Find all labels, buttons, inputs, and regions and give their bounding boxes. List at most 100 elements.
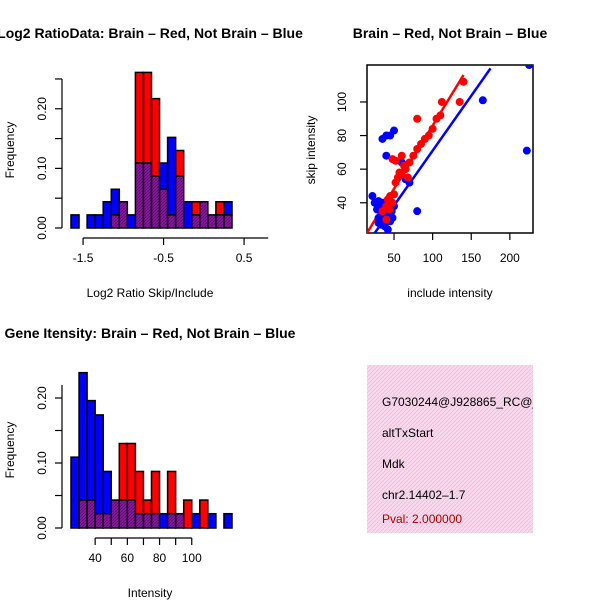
scatter-point-brain	[388, 198, 397, 207]
histogram-log2-ratio-bars	[70, 71, 233, 229]
scatter-point-brain	[409, 151, 418, 160]
ratio-bar-brain	[174, 149, 185, 177]
intensity-bar-brain	[182, 499, 193, 529]
intensity-bar-brain	[199, 499, 209, 529]
info-gene-name: Mdk	[382, 457, 406, 471]
ratio-x-tick-label: -1.5	[73, 251, 94, 265]
ratio-bar-not-brain	[110, 188, 121, 216]
ratio-y-tick-label: 0.10	[35, 156, 49, 180]
scatter-y-tick-label: 100	[335, 92, 349, 112]
scatter-point-brain	[437, 97, 446, 106]
ratio-bar-overlap	[134, 162, 145, 229]
scatter-ylabel: skip intensity	[304, 116, 318, 185]
intensity-bar-not-brain	[78, 371, 88, 501]
ratio-bar-brain	[150, 97, 161, 177]
ratio-y-tick-label: 0.00	[35, 216, 49, 240]
scatter-point-brain	[390, 190, 399, 199]
intensity-bar-overlap	[142, 512, 153, 529]
intensity-bar-not-brain	[191, 512, 201, 529]
intensity-y-tick-label: 0.00	[35, 516, 49, 540]
histogram-log2-ratio-title: Log2 RatioData: Brain – Red, Not Brain –…	[0, 25, 303, 41]
intensity-bar-not-brain	[94, 414, 104, 515]
scatter-point-brain	[382, 215, 391, 224]
intensity-bar-brain	[142, 499, 153, 515]
ratio-bar-brain	[191, 201, 201, 216]
intensity-y-tick-label: 0.20	[35, 386, 49, 410]
intensity-x-tick-label: 60	[121, 551, 135, 565]
ratio-bar-overlap	[215, 214, 225, 229]
scatter-point-brain	[391, 156, 400, 165]
scatter-axes: 50 100 150 200 40 60 80 100	[335, 92, 520, 265]
histogram-log2-ratio: Log2 RatioData: Brain – Red, Not Brain –…	[0, 25, 303, 300]
scatter-point-brain	[436, 111, 445, 120]
ratio-bar-overlap	[191, 214, 201, 229]
intensity-bar-overlap	[78, 499, 88, 529]
scatter-intensity: Brain – Red, Not Brain – Blue 50 100 150 20…	[304, 25, 547, 300]
scatter-point-not-brain	[478, 96, 487, 105]
scatter-point-brain	[459, 77, 468, 86]
scatter-x-tick-label: 100	[423, 251, 443, 265]
ratio-bar-overlap	[150, 175, 161, 229]
ratio-bar-not-brain	[94, 214, 104, 229]
intensity-x-tick-label: 100	[182, 551, 202, 565]
ratio-bar-overlap	[223, 214, 233, 229]
scatter-point-not-brain	[522, 146, 531, 155]
scatter-point-brain	[424, 131, 433, 140]
scatter-points	[368, 65, 533, 233]
ratio-bar-brain	[134, 71, 145, 164]
intensity-x-tick-label: 80	[153, 551, 167, 565]
scatter-point-not-brain	[383, 225, 392, 233]
scatter-point-not-brain	[413, 207, 422, 216]
intensity-bar-brain	[166, 470, 177, 515]
scatter-point-not-brain	[388, 213, 397, 222]
histogram-gene-intensity: Gene Itensity: Brain – Red, Not Brain – …	[3, 325, 296, 600]
info-panel-background	[367, 365, 533, 533]
intensity-bar-not-brain	[86, 399, 96, 501]
scatter-y-tick-label: 60	[335, 162, 349, 176]
ratio-bar-brain	[215, 201, 225, 216]
ratio-x-tick-label: -0.5	[153, 251, 174, 265]
intensity-bar-overlap	[94, 512, 104, 529]
scatter-x-tick-label: 150	[461, 251, 481, 265]
intensity-bar-overlap	[110, 499, 121, 529]
scatter-point-brain	[401, 165, 410, 174]
intensity-bar-overlap	[150, 512, 161, 529]
intensity-bar-brain	[150, 470, 161, 515]
ratio-bar-not-brain	[126, 214, 137, 229]
ratio-bar-overlap	[174, 175, 185, 229]
intensity-bar-brain	[134, 470, 145, 515]
ratio-bar-not-brain	[86, 214, 96, 229]
scatter-point-not-brain	[374, 218, 383, 227]
ratio-x-tick-label: 0.5	[236, 251, 253, 265]
intensity-x-tick-label: 40	[88, 551, 102, 565]
intensity-y-tick-label: 0.10	[35, 451, 49, 475]
intensity-bar-overlap	[134, 512, 145, 529]
scatter-x-tick-label: 50	[387, 251, 401, 265]
ratio-bar-not-brain	[166, 136, 177, 216]
scatter-point-not-brain	[390, 126, 399, 135]
scatter-x-tick-label: 200	[500, 251, 520, 265]
intensity-bar-not-brain	[223, 512, 233, 529]
intensity-bar-overlap	[118, 499, 129, 529]
ratio-bar-overlap	[110, 214, 121, 229]
histogram-gene-intensity-bars	[70, 371, 233, 529]
info-probe-id: G7030244@J928865_RC@j_at	[382, 395, 552, 409]
intensity-bar-not-brain	[70, 456, 80, 529]
histogram-gene-intensity-axes: 40 60 80 100 0.00 0.10 0.20	[35, 385, 202, 565]
scatter-point-not-brain	[525, 65, 533, 69]
scatter-point-brain	[405, 158, 414, 167]
ratio-bar-not-brain	[223, 201, 233, 216]
ratio-bar-not-brain	[158, 162, 169, 190]
scatter-point-brain	[397, 151, 406, 160]
intensity-bar-overlap	[174, 512, 185, 529]
ratio-bar-not-brain	[102, 201, 112, 229]
histogram-gene-intensity-ylabel: Frequency	[3, 422, 17, 479]
intensity-bar-brain	[126, 442, 137, 501]
scatter-y-tick-label: 80	[335, 129, 349, 143]
scatter-point-brain	[385, 205, 394, 214]
scatter-title: Brain – Red, Not Brain – Blue	[353, 25, 548, 41]
intensity-bar-not-brain	[102, 470, 112, 515]
scatter-plot-frame	[366, 64, 534, 234]
scatter-point-brain	[455, 97, 464, 106]
